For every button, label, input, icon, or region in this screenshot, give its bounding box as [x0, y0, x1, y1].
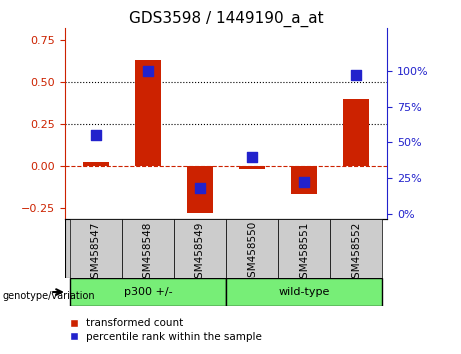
Point	[300, 179, 307, 185]
FancyBboxPatch shape	[122, 219, 174, 278]
Bar	[239, 166, 265, 169]
Text: GSM458549: GSM458549	[195, 221, 205, 285]
Text: wild-type: wild-type	[278, 287, 330, 297]
Text: GSM458552: GSM458552	[351, 221, 361, 285]
Text: p300 +/-: p300 +/-	[124, 287, 172, 297]
FancyBboxPatch shape	[174, 219, 226, 278]
Text: GSM458550: GSM458550	[247, 221, 257, 285]
FancyBboxPatch shape	[65, 219, 377, 278]
Bar	[83, 162, 109, 166]
FancyBboxPatch shape	[226, 219, 278, 278]
FancyBboxPatch shape	[70, 219, 122, 278]
FancyBboxPatch shape	[278, 219, 330, 278]
Point	[248, 154, 255, 160]
Point	[196, 185, 204, 191]
Point	[352, 73, 360, 78]
Text: GSM458547: GSM458547	[91, 221, 101, 285]
FancyBboxPatch shape	[226, 278, 382, 306]
Bar	[187, 166, 213, 213]
FancyBboxPatch shape	[330, 219, 382, 278]
Point	[92, 132, 100, 138]
Bar	[291, 166, 317, 194]
Legend: transformed count, percentile rank within the sample: transformed count, percentile rank withi…	[70, 319, 262, 342]
Text: genotype/variation: genotype/variation	[2, 291, 95, 301]
Title: GDS3598 / 1449190_a_at: GDS3598 / 1449190_a_at	[129, 11, 323, 27]
Point	[144, 68, 152, 74]
Text: GSM458551: GSM458551	[299, 221, 309, 285]
Bar	[343, 99, 369, 166]
Bar	[135, 60, 161, 166]
FancyBboxPatch shape	[70, 278, 226, 306]
Text: GSM458548: GSM458548	[143, 221, 153, 285]
